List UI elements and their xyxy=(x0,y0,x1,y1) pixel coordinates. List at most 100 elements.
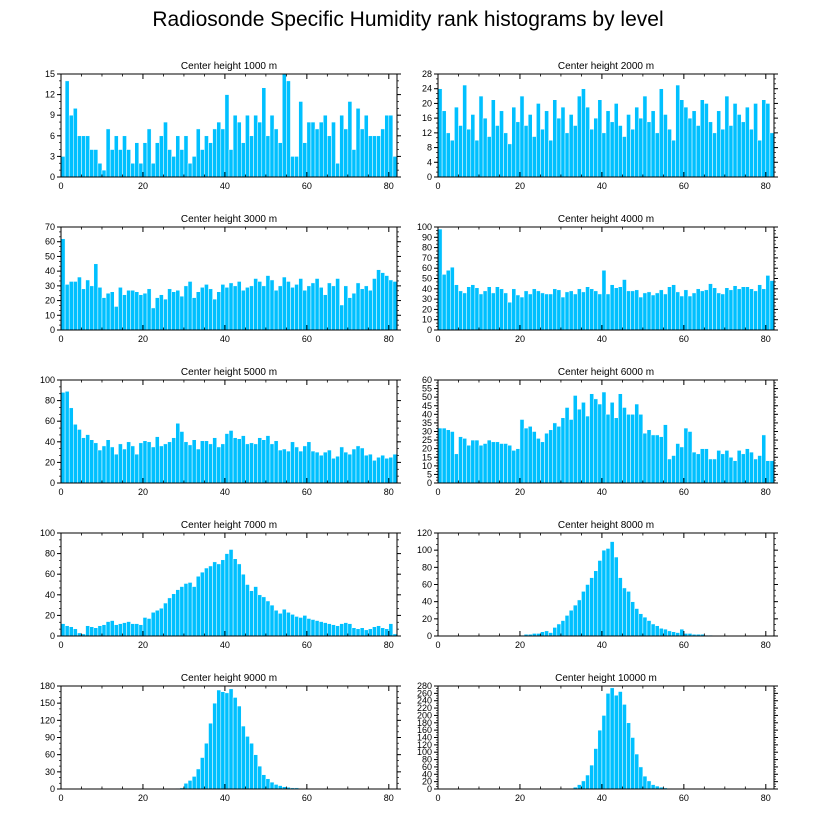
histogram-bar xyxy=(437,88,443,178)
histogram-bar xyxy=(335,455,340,484)
histogram-bar xyxy=(663,424,668,484)
histogram-bar xyxy=(257,281,263,331)
histogram-bar xyxy=(622,587,627,637)
histogram-bar xyxy=(114,624,119,637)
histogram-bar xyxy=(249,135,254,178)
histogram-bar xyxy=(208,142,213,178)
histogram-bar xyxy=(118,287,123,331)
histogram-bar xyxy=(105,292,111,331)
histogram-bar xyxy=(146,441,152,484)
histogram-bar xyxy=(171,593,176,637)
histogram-bar xyxy=(298,101,304,178)
panel-title: Center height 8000 m xyxy=(558,520,654,531)
histogram-bar xyxy=(134,453,140,484)
histogram-bar xyxy=(154,142,160,178)
histogram-bar xyxy=(77,276,82,331)
histogram-bar xyxy=(232,285,238,331)
histogram-bar xyxy=(581,88,586,178)
histogram-bar xyxy=(503,132,508,178)
histogram-bar xyxy=(695,125,701,178)
histogram-bar xyxy=(60,156,66,178)
histogram-bar xyxy=(515,448,521,484)
histogram-bar xyxy=(540,292,545,331)
histogram-bar xyxy=(482,443,488,484)
histogram-bar xyxy=(470,439,476,484)
histogram-bar xyxy=(73,628,78,637)
histogram-bar xyxy=(495,441,500,484)
plot-area: Center height 5000 m 0 20 40 60 80 0 20 40 60 80 10… xyxy=(40,367,401,497)
histogram-bar xyxy=(81,135,86,178)
x-tick-label: 0 xyxy=(58,334,63,344)
histogram-bar xyxy=(310,619,316,637)
y-tick-label: 140 xyxy=(417,733,432,743)
histogram-bar xyxy=(642,432,648,484)
histogram-bar xyxy=(224,553,230,637)
histogram-bar xyxy=(208,722,213,790)
histogram-bar xyxy=(581,402,586,484)
histogram-bar xyxy=(650,110,656,178)
histogram-bar xyxy=(527,426,533,484)
histogram-bar xyxy=(97,625,103,637)
histogram-bar xyxy=(503,292,508,331)
histogram-bar xyxy=(560,296,566,331)
histogram-bar xyxy=(269,114,275,178)
histogram-bar xyxy=(593,117,599,178)
histogram-bar xyxy=(261,774,267,790)
x-tick-label: 0 xyxy=(58,181,63,191)
histogram-bar xyxy=(81,437,86,484)
histogram-bar xyxy=(458,125,463,178)
histogram-bar xyxy=(298,450,304,484)
histogram-bar xyxy=(322,294,328,331)
histogram-bar xyxy=(499,443,504,484)
histogram-bar xyxy=(236,563,242,637)
y-tick-label: 80 xyxy=(422,562,432,572)
histogram-bar xyxy=(548,293,553,331)
histogram-bar xyxy=(249,285,254,331)
histogram-bar xyxy=(150,307,156,331)
histogram-bar xyxy=(704,103,709,178)
y-tick-label: 5 xyxy=(427,469,432,479)
histogram-bar xyxy=(236,438,242,484)
histogram-bar xyxy=(642,292,648,331)
histogram-bar xyxy=(314,278,320,331)
histogram-bar xyxy=(634,608,640,637)
histogram-bar xyxy=(544,630,549,637)
histogram-bar xyxy=(556,117,562,178)
histogram-bar xyxy=(179,431,185,484)
histogram-bar xyxy=(306,121,312,178)
histogram-bar xyxy=(605,414,611,484)
y-tick-label: 50 xyxy=(422,392,432,402)
x-tick-label: 80 xyxy=(761,334,771,344)
histogram-bar xyxy=(605,548,611,637)
histogram-bar xyxy=(568,114,574,178)
histogram-bar xyxy=(515,294,521,331)
histogram-bar xyxy=(437,427,443,484)
histogram-bar xyxy=(200,757,205,790)
histogram-bar xyxy=(232,558,238,637)
y-tick-label: 0 xyxy=(427,325,432,335)
histogram-bar xyxy=(277,449,283,484)
histogram-bar xyxy=(728,125,734,178)
histogram-bar xyxy=(163,443,168,484)
histogram-bar xyxy=(306,618,312,637)
histogram-bar xyxy=(351,627,357,637)
histogram-bar xyxy=(261,439,267,484)
y-tick-label: 40 xyxy=(422,597,432,607)
x-tick-label: 60 xyxy=(302,640,312,650)
histogram-bar xyxy=(708,283,713,331)
y-tick-label: 100 xyxy=(40,375,55,385)
histogram-bar xyxy=(577,599,582,637)
plot-frame xyxy=(437,73,775,178)
histogram-bar xyxy=(589,577,594,637)
histogram-bar xyxy=(626,290,631,331)
histogram-bar xyxy=(359,288,365,331)
histogram-bar xyxy=(540,441,545,484)
histogram-bar xyxy=(97,287,103,331)
plot-area: Center height 9000 m 0 20 40 60 80 0 30 60 90 120 1… xyxy=(40,673,401,803)
histogram-bar xyxy=(540,631,545,637)
histogram-bar xyxy=(204,135,209,178)
y-tick-label: 60 xyxy=(45,569,55,579)
histogram-bar xyxy=(372,278,377,331)
histogram-bar xyxy=(208,443,213,484)
histogram-bar xyxy=(519,296,525,331)
